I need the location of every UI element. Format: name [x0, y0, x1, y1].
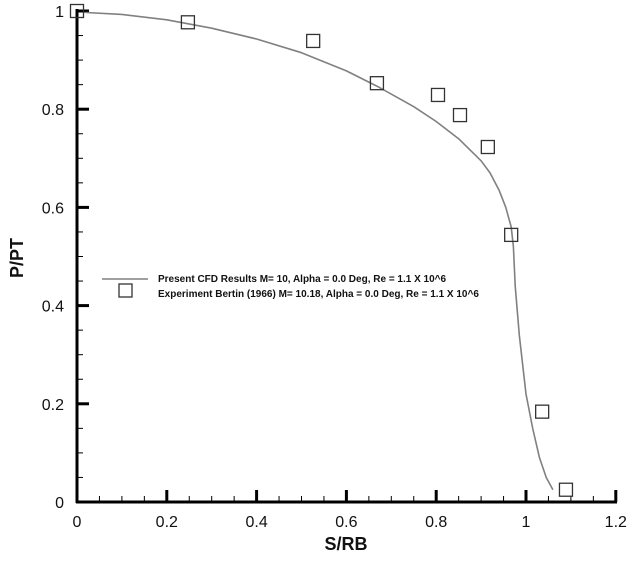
legend-label-experiment: Experiment Bertin (1966) M= 10.18, Alpha… [158, 289, 479, 300]
x-tick-label: 0.4 [245, 514, 267, 531]
experiment-marker [369, 76, 385, 91]
legend-label-cfd: Present CFD Results M= 10, Alpha = 0.0 D… [158, 274, 447, 285]
y-tick-label: 0.6 [42, 200, 64, 217]
axes [75, 9, 617, 504]
experiment-marker [558, 482, 574, 497]
y-tick-label: 0 [55, 495, 64, 512]
x-axis-title: S/RB [324, 534, 367, 554]
x-tick-label: 0.6 [335, 514, 357, 531]
experiment-marker [452, 107, 468, 123]
x-tick-label: 0.2 [156, 514, 178, 531]
y-tick-label: 0.2 [42, 397, 64, 414]
experiment-marker [504, 227, 519, 243]
experiment-marker [535, 404, 550, 419]
y-tick-label: 0.8 [42, 102, 64, 119]
experiment-marker [480, 139, 495, 155]
experiment-marker [180, 15, 196, 30]
axis-ticks [75, 9, 618, 504]
x-tick-label: 0.8 [425, 514, 447, 531]
y-tick-label: 0.4 [42, 299, 64, 316]
x-tick-label: 1 [522, 514, 531, 531]
y-tick-label: 1 [55, 4, 64, 21]
x-tick-label: 0 [73, 514, 82, 531]
experiment-marker [430, 87, 446, 103]
experiment-marker [69, 3, 85, 19]
tick-labels: 0 0.2 0.4 0.6 0.8 1 1.2 0 0.2 0.4 0.6 0.8 1 [42, 4, 627, 531]
cfd-series [85, 11, 554, 491]
x-tick-label: 1.2 [605, 514, 627, 531]
legend: Present CFD Results M= 10, Alpha = 0.0 D… [102, 274, 479, 300]
experiment-series [69, 3, 574, 497]
experiment-marker [306, 33, 321, 49]
legend-square-icon [118, 283, 133, 298]
cfd-curve [85, 11, 554, 491]
y-axis-title: P/PT [7, 238, 27, 278]
